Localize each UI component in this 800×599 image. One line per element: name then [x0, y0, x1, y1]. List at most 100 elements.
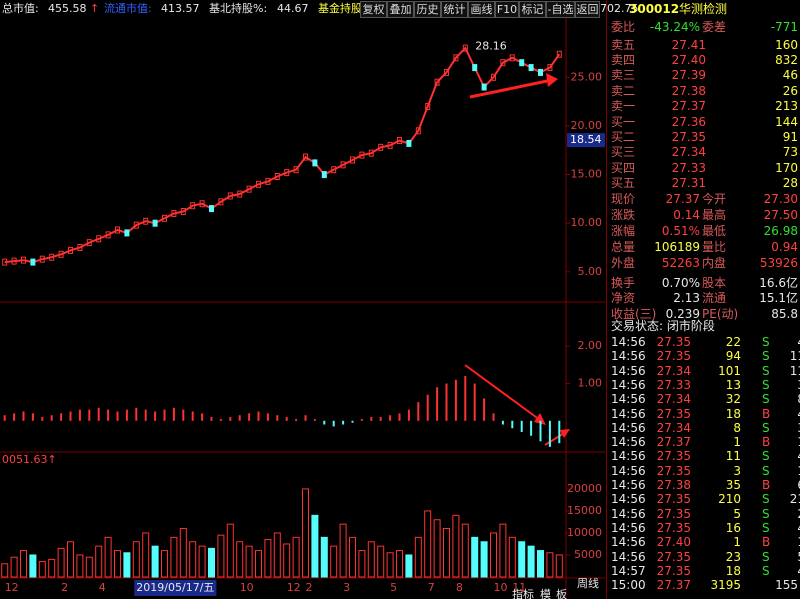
tool-tab[interactable]: 板 [556, 587, 567, 599]
trade-volume: 3 [733, 463, 741, 478]
trade-price: 27.33 [656, 377, 691, 392]
volume-bar [273, 532, 281, 578]
stat-label: 涨跌 [611, 207, 636, 222]
volume-bar [10, 556, 18, 578]
trade-time: 14:56 [611, 420, 646, 435]
book-volume: 91 [782, 130, 798, 145]
volume-bar [76, 554, 84, 578]
toolbar-button[interactable]: 复权 [360, 1, 387, 18]
volume-bar [471, 536, 479, 578]
trade-count: 11 [789, 363, 800, 378]
trade-side: S [762, 563, 770, 578]
y-tick-label: 1.00 [578, 377, 603, 390]
toolbar-button[interactable]: 历史 [414, 1, 441, 18]
trade-volume: 1 [733, 435, 741, 450]
x-tick-label: 10 [494, 581, 508, 594]
trade-count: 11 [789, 349, 800, 364]
candle [162, 214, 167, 222]
candle [434, 78, 440, 86]
book-volume: 73 [782, 145, 798, 160]
toolbar-button[interactable]: 统计 [441, 1, 468, 18]
stat-label: 股本 [702, 275, 727, 290]
trade-price: 27.35 [656, 349, 691, 364]
toolbar-button[interactable]: F10 [495, 1, 519, 18]
volume-bar [339, 523, 347, 578]
trade-price: 27.38 [656, 478, 691, 492]
x-tick-label: 2 [306, 581, 313, 594]
trade-time: 14:56 [611, 363, 646, 378]
stat-value: 16.6亿 [759, 275, 798, 290]
tool-tab[interactable]: 指标 [512, 587, 534, 599]
trade-time: 14:56 [611, 535, 646, 550]
volume-bar [1, 563, 9, 578]
volume-bar [170, 536, 178, 578]
volume-bar [443, 528, 450, 578]
max-price-label: 28.16 [475, 40, 507, 53]
trade-price: 27.34 [656, 363, 691, 378]
trade-volume: 101 [718, 363, 741, 378]
volume-bar [490, 532, 497, 578]
volume-bar [132, 541, 140, 578]
y-tick-label: 25.00 [571, 70, 603, 83]
stat-label: 内盘 [702, 255, 727, 270]
trade-volume: 16 [725, 520, 741, 535]
book-volume: 28 [782, 175, 798, 190]
candle [77, 244, 83, 252]
stat-label: 今开 [702, 192, 727, 206]
period-tab[interactable]: 周线 [577, 576, 599, 590]
stat-label: 外盘 [611, 255, 636, 270]
candle [556, 50, 562, 58]
volume-bar [499, 523, 507, 578]
toolbar-button[interactable]: 画线 [468, 1, 495, 18]
volume-bar [236, 541, 244, 578]
toolbar-button[interactable]: 返回 [575, 1, 600, 18]
volume-bar [433, 519, 441, 578]
info-label: 总市值: [2, 2, 39, 15]
trade-side: S [762, 335, 770, 349]
candle [378, 143, 384, 151]
stock-code: 300012 [629, 2, 680, 16]
toolbar-button[interactable]: 叠加 [387, 1, 414, 18]
volume-bar [461, 523, 469, 578]
trade-count: 4 [797, 406, 800, 422]
candle [397, 137, 402, 145]
x-tick-label: 11 [512, 581, 526, 594]
volume-bar [208, 547, 215, 578]
volume-bar [123, 552, 131, 578]
stat-label: 净资 [611, 291, 636, 306]
toolbar-button[interactable]: -自选 [546, 1, 575, 18]
trade-side: S [762, 420, 770, 435]
stat-value: 106189 [654, 239, 700, 254]
trade-volume: 11 [725, 449, 741, 464]
candle [284, 169, 290, 177]
volume-bar [264, 539, 272, 578]
info-value: 413.57 [161, 2, 200, 15]
volume-bar [349, 536, 356, 578]
toolbar-button[interactable]: 标记 [519, 1, 546, 18]
candle [415, 127, 421, 135]
trade-time: 14:56 [611, 478, 646, 492]
trade-price: 27.35 [656, 335, 691, 349]
trade-time: 14:56 [611, 492, 646, 507]
trade-count: 1 [797, 434, 800, 450]
candle [331, 166, 337, 174]
quote-panel: 300012 华测检测 委比 -43.24% 委差 -771 卖五 27.41 160 卖四 27.… [606, 0, 800, 599]
trade-count: 1 [797, 534, 800, 550]
trade-volume: 94 [725, 349, 741, 364]
candle [312, 159, 318, 167]
tool-tab[interactable]: 模 [540, 588, 551, 599]
y-tick-label: 15.00 [571, 168, 603, 181]
trade-side: S [762, 392, 770, 407]
volume-bar [38, 561, 46, 578]
candle [68, 246, 73, 254]
volume-bar [518, 541, 526, 578]
volume-bar [245, 545, 253, 578]
volume-bar [48, 558, 56, 578]
trade-count: 6 [797, 477, 800, 493]
stat-value: 15.1亿 [759, 291, 798, 306]
candle [152, 219, 158, 227]
stat-value: 0.94 [771, 239, 798, 254]
trade-volume: 18 [725, 406, 741, 421]
candle [115, 226, 120, 234]
book-label: 买三 [611, 145, 636, 160]
